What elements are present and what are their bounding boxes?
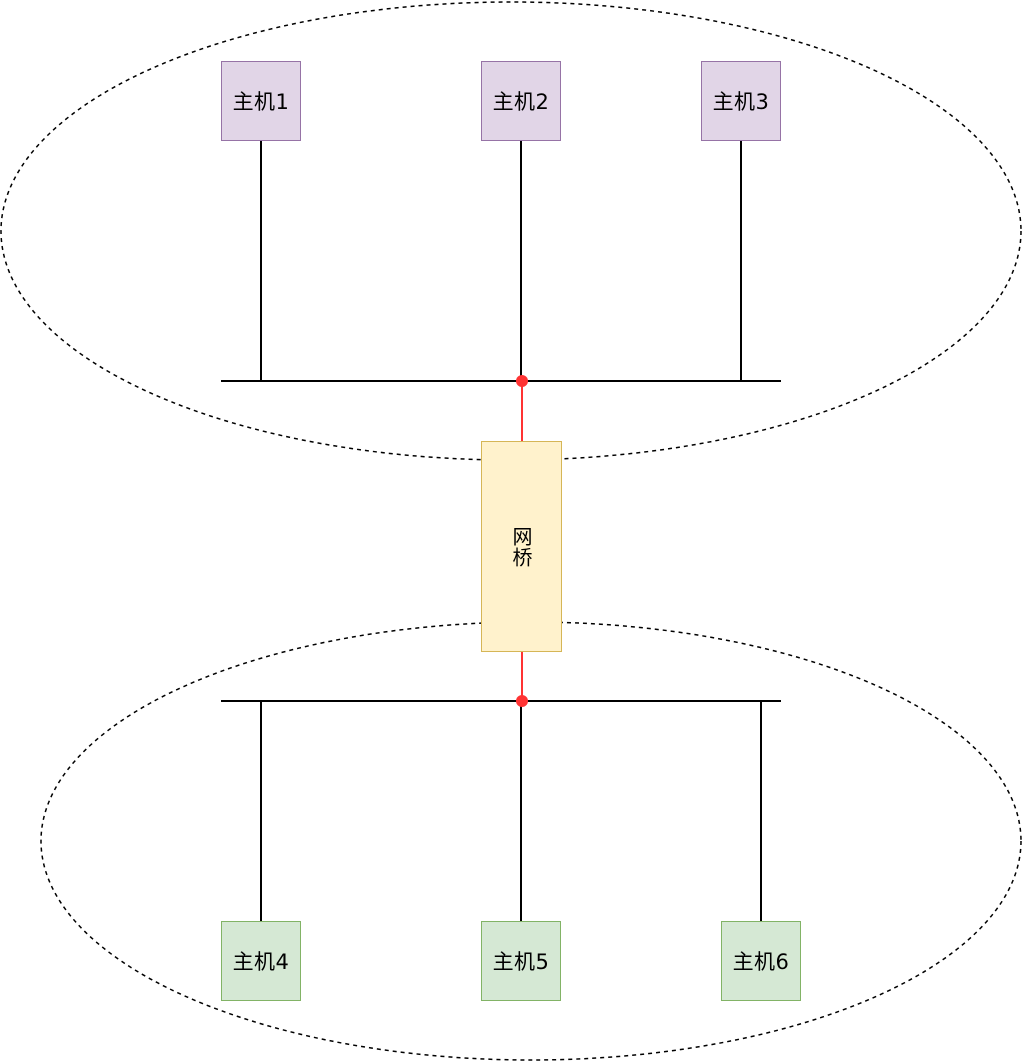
bridge-top-junction xyxy=(516,375,528,387)
host-3-box[interactable]: 主机3 xyxy=(701,61,781,141)
bridge-box[interactable]: 网桥 xyxy=(481,441,562,652)
bridge-bottom-junction xyxy=(516,695,528,707)
host-2-label: 主机2 xyxy=(492,90,550,114)
host-5-label: 主机5 xyxy=(492,950,550,974)
host-2-box[interactable]: 主机2 xyxy=(481,61,561,141)
host-1-label: 主机1 xyxy=(232,90,290,114)
host-4-box[interactable]: 主机4 xyxy=(221,921,301,1001)
host-6-box[interactable]: 主机6 xyxy=(721,921,801,1001)
host-6-label: 主机6 xyxy=(732,950,790,974)
host-5-box[interactable]: 主机5 xyxy=(481,921,561,1001)
bridge-label: 网桥 xyxy=(509,525,533,568)
host-3-label: 主机3 xyxy=(712,90,770,114)
host-1-box[interactable]: 主机1 xyxy=(221,61,301,141)
host-4-label: 主机4 xyxy=(232,950,290,974)
